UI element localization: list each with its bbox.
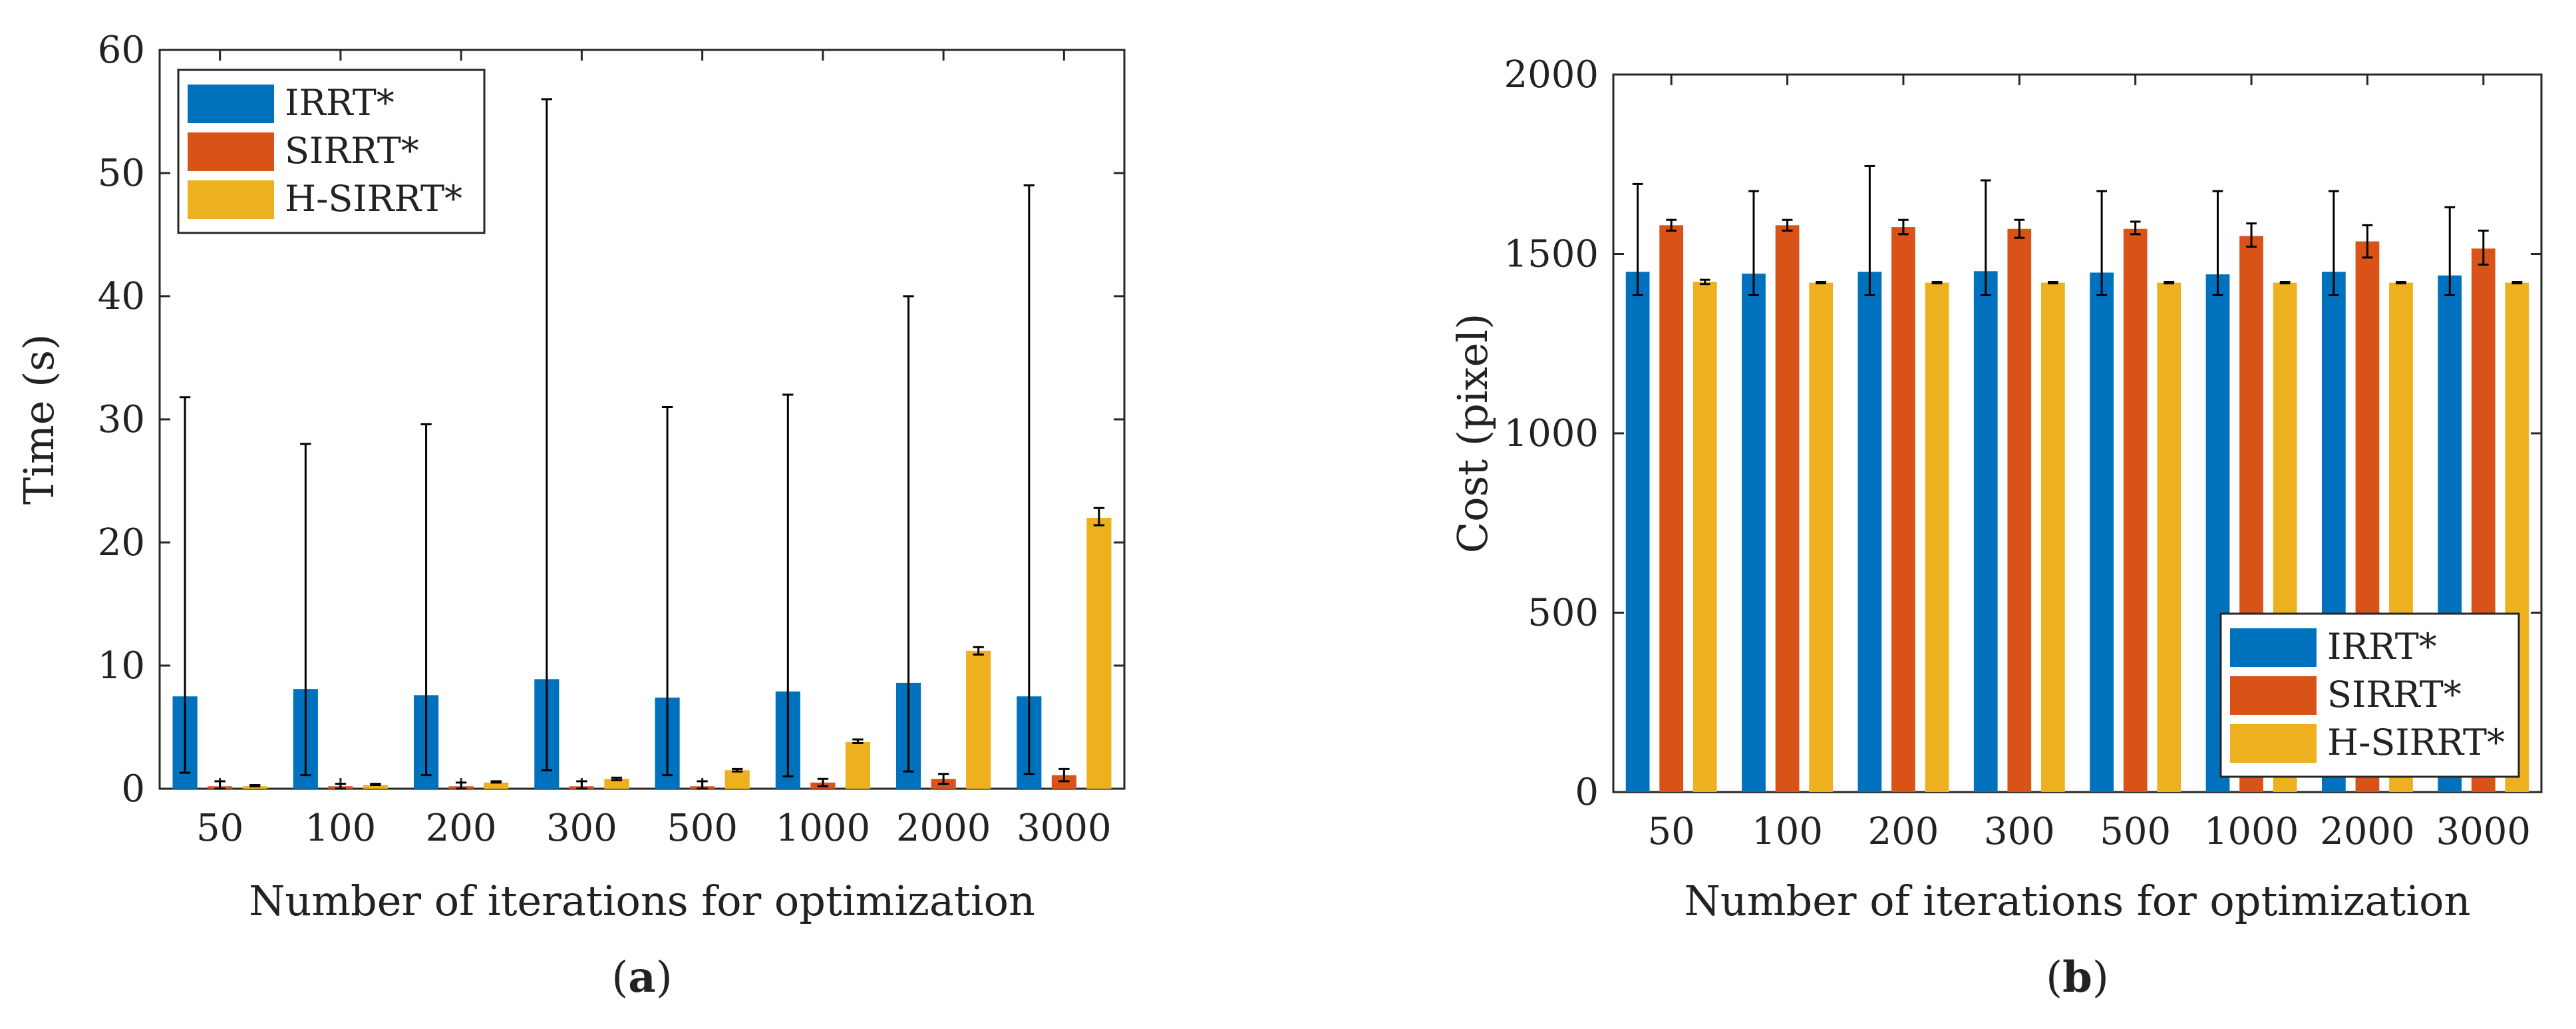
x-tick-label: 200 <box>426 807 497 850</box>
legend-label: IRRT* <box>285 82 395 124</box>
bar-irrt-star-200 <box>1857 272 1882 792</box>
x-tick-label: 1000 <box>776 807 871 850</box>
panel-label-letter: a <box>628 952 655 1002</box>
y-axis-label: Time (s) <box>15 334 63 505</box>
bar-h-sirrt-star-50 <box>242 786 267 789</box>
panel-label: (a) <box>611 952 672 1002</box>
x-tick-label: 2000 <box>2320 810 2415 853</box>
bar-irrt-star-50 <box>1625 272 1650 792</box>
x-tick-label: 500 <box>2100 810 2171 853</box>
y-tick-label: 50 <box>98 152 145 195</box>
legend-swatch <box>2230 628 2317 667</box>
x-tick-label: 100 <box>305 807 376 850</box>
panel-label-letter: b <box>2062 952 2092 1002</box>
x-axis-label: Number of iterations for optimization <box>1685 877 2471 925</box>
bar-h-sirrt-star-500 <box>724 770 750 789</box>
legend-label: SIRRT* <box>2327 674 2462 716</box>
x-tick-label: 50 <box>196 807 243 850</box>
panel-label-close: ) <box>656 953 673 1002</box>
panel-label: (b) <box>2046 952 2109 1002</box>
y-tick-label: 1000 <box>1504 412 1599 455</box>
legend-swatch <box>2230 676 2317 715</box>
y-tick-label: 1500 <box>1504 233 1599 276</box>
legend-swatch <box>188 180 274 219</box>
bar-h-sirrt-star-100 <box>363 785 389 789</box>
bar-irrt-star-500 <box>2090 272 2114 792</box>
bar-sirrt-star-500 <box>2123 228 2148 792</box>
x-tick-label: 1000 <box>2204 810 2299 853</box>
legend-label: H-SIRRT* <box>285 178 462 220</box>
legend: IRRT* SIRRT* H-SIRRT* <box>2219 612 2520 778</box>
legend-label: H-SIRRT* <box>2327 721 2505 763</box>
y-tick-label: 10 <box>98 644 145 688</box>
x-tick-label: 300 <box>1984 810 2055 853</box>
bar-h-sirrt-star-200 <box>1925 282 1949 792</box>
chart-panel-a: 0 10 20 30 40 50 60 50 100 200 300 500 1000 2000 3000 N… <box>15 29 1126 1002</box>
bar-h-sirrt-star-1000 <box>845 741 871 789</box>
panel-label-open: ( <box>611 953 628 1002</box>
x-axis-label: Number of iterations for optimization <box>249 877 1035 925</box>
x-tick-label: 50 <box>1648 810 1695 853</box>
y-tick-label: 30 <box>98 398 145 441</box>
x-tick-label: 100 <box>1752 810 1823 853</box>
bar-h-sirrt-star-3000 <box>1086 518 1112 789</box>
y-tick-label: 2000 <box>1504 53 1599 97</box>
y-axis-label: Cost (pixel) <box>1448 313 1497 554</box>
x-tick-label: 300 <box>546 807 617 850</box>
x-tick-label: 2000 <box>896 807 991 850</box>
x-tick-label: 500 <box>667 807 738 850</box>
bar-h-sirrt-star-100 <box>1809 282 1834 792</box>
bar-h-sirrt-star-200 <box>484 782 509 789</box>
legend-label: IRRT* <box>2327 626 2437 668</box>
panel-label-open: ( <box>2046 953 2062 1002</box>
bar-h-sirrt-star-50 <box>1692 282 1717 792</box>
bar-sirrt-star-100 <box>1775 225 1800 792</box>
bar-irrt-star-300 <box>1973 271 1998 792</box>
legend-label: SIRRT* <box>285 130 419 172</box>
bar-irrt-star-100 <box>1742 274 1766 792</box>
y-tick-label: 0 <box>1575 771 1599 814</box>
bar-h-sirrt-star-300 <box>604 779 629 789</box>
x-tick-label: 3000 <box>2436 810 2531 853</box>
x-tick-label: 3000 <box>1017 807 1112 850</box>
bar-sirrt-star-200 <box>1891 227 1915 792</box>
y-tick-label: 500 <box>1528 592 1599 635</box>
x-tick-label: 200 <box>1867 810 1939 853</box>
y-tick-label: 20 <box>98 521 145 564</box>
bar-sirrt-star-300 <box>2007 228 2032 792</box>
y-tick-label: 60 <box>98 29 145 72</box>
bar-sirrt-star-50 <box>1659 225 1684 792</box>
legend-swatch <box>188 85 274 123</box>
y-tick-label: 40 <box>98 275 145 318</box>
panel-label-close: ) <box>2092 953 2109 1002</box>
legend-swatch <box>2230 724 2317 763</box>
y-tick-label: 0 <box>121 767 145 811</box>
bar-h-sirrt-star-500 <box>2157 282 2181 792</box>
bar-h-sirrt-star-300 <box>2041 282 2065 792</box>
chart-panel-b: 0 500 1000 1500 2000 50 100 200 300 500 1000 2000 30… <box>1448 53 2543 1002</box>
legend: IRRT* SIRRT* H-SIRRT* <box>177 69 486 234</box>
legend-swatch <box>188 132 274 171</box>
bar-h-sirrt-star-2000 <box>966 650 991 789</box>
